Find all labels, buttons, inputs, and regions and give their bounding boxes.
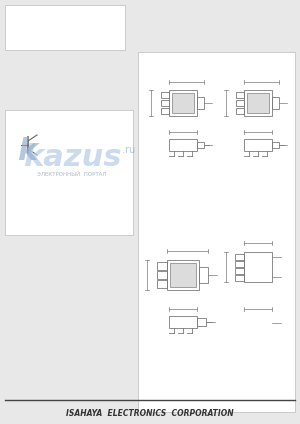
Bar [199,267,208,283]
Bar [161,108,169,114]
Bar [161,100,169,106]
Bar [169,316,197,328]
Bar [161,92,169,98]
Text: ISAHAYA  ELECTRONICS  CORPORATION: ISAHAYA ELECTRONICS CORPORATION [66,408,234,418]
Bar [236,108,244,114]
Bar [169,90,197,116]
Text: .ru: .ru [122,145,135,155]
Bar [138,52,295,412]
Bar [167,260,199,290]
Bar [157,262,167,270]
Bar [236,92,244,98]
Text: k: k [17,137,37,167]
Bar [5,5,125,50]
Text: kazus: kazus [23,143,121,173]
Bar [244,139,272,151]
Bar [170,263,196,287]
Bar [244,252,272,282]
Bar [169,139,197,151]
Bar [235,261,244,267]
Text: ЭЛЕКТРОННЫЙ  ПОРТАЛ: ЭЛЕКТРОННЫЙ ПОРТАЛ [37,173,107,178]
Bar [247,93,269,113]
Bar [157,280,167,288]
Bar [197,142,204,148]
Bar [235,254,244,260]
Bar [272,142,279,148]
Bar [172,93,194,113]
Bar [235,275,244,281]
Bar [272,97,279,109]
Bar [236,100,244,106]
Bar [235,268,244,274]
Bar [197,318,206,326]
Bar [5,110,133,235]
Bar [244,90,272,116]
Bar [157,271,167,279]
Bar [197,97,204,109]
